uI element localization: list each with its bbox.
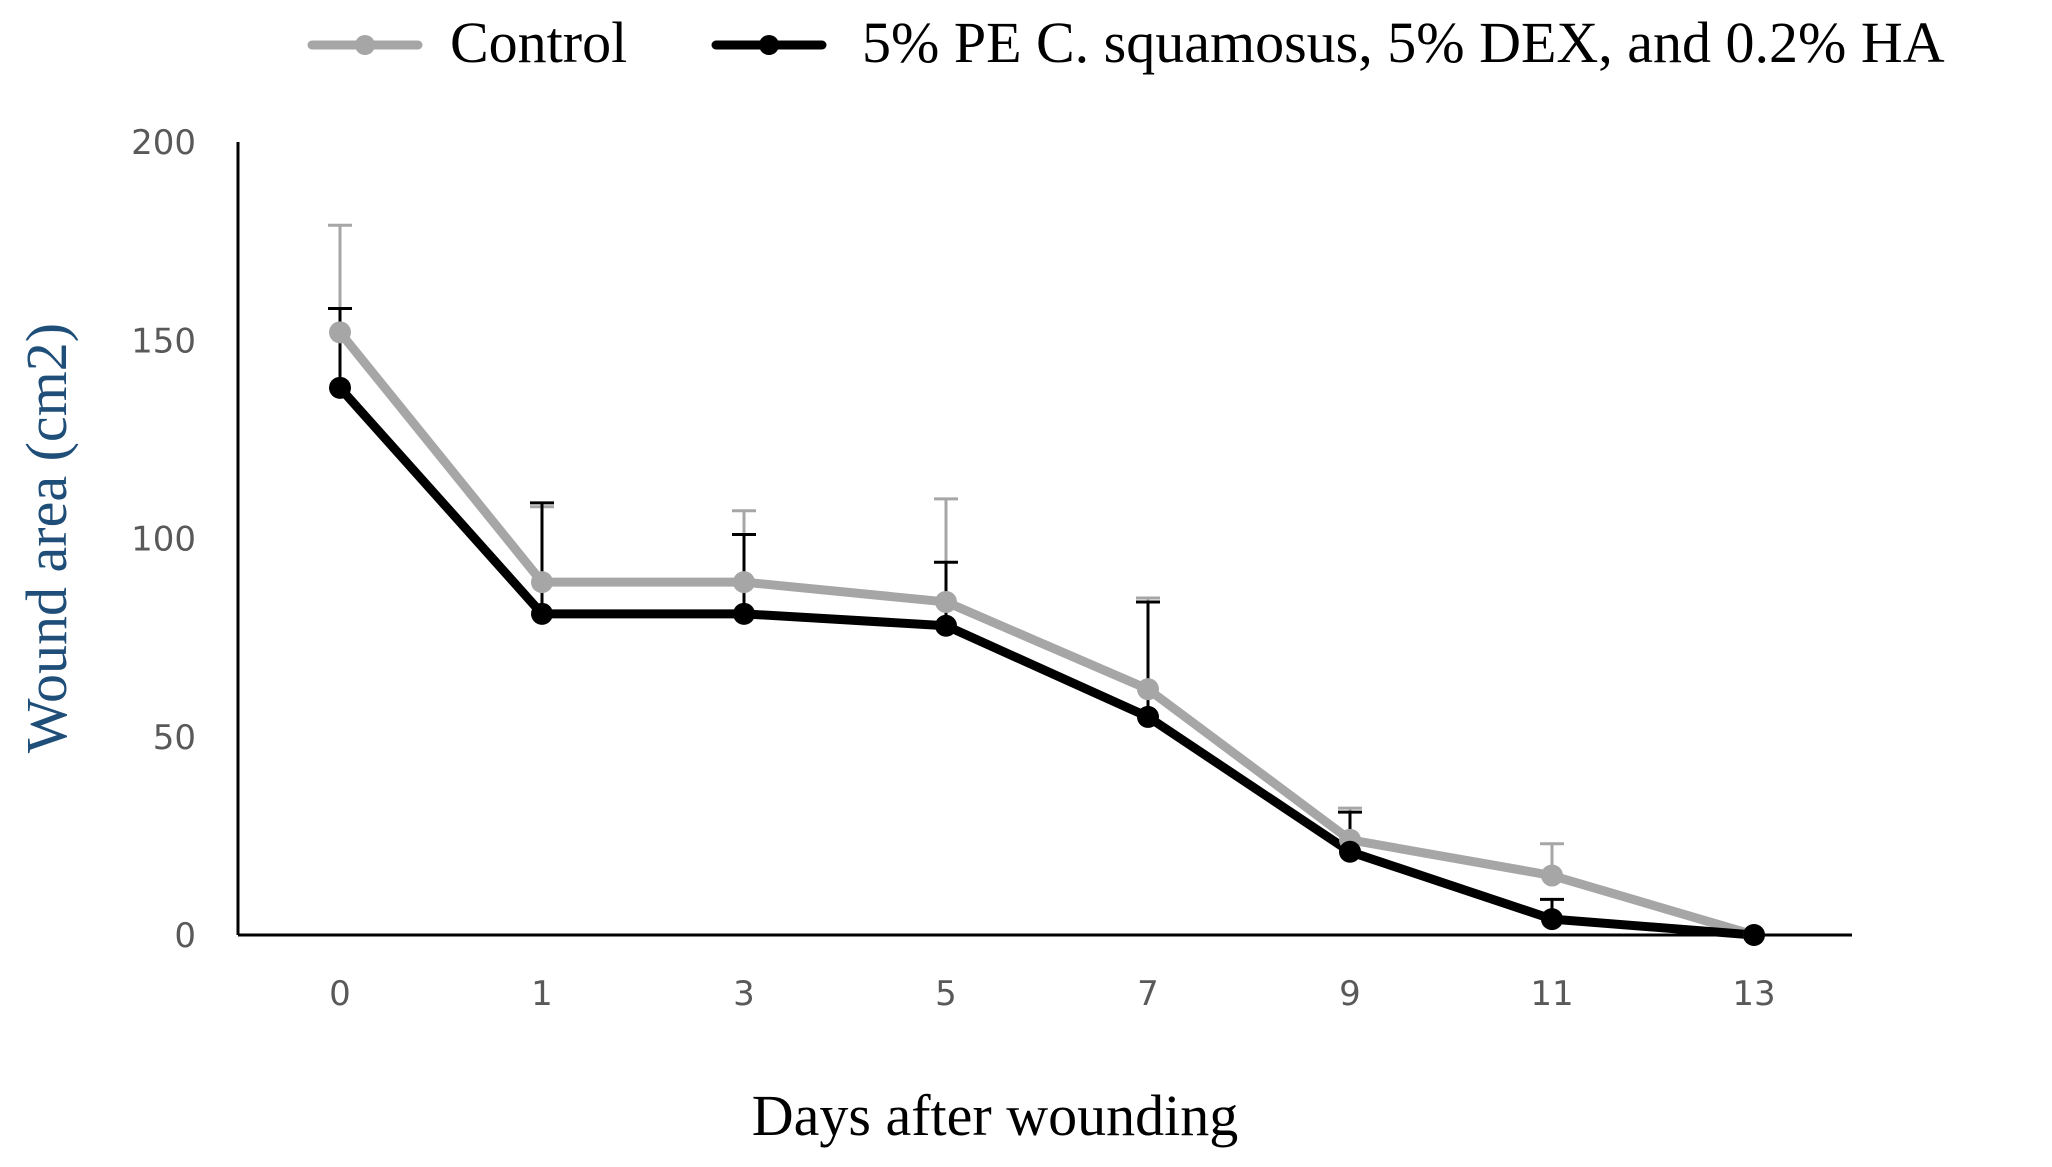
- data-point-control: [1137, 678, 1159, 701]
- legend-label-treatment: 5% PE C. squamosus, 5% DEX, and 0.2% HA: [862, 10, 1945, 75]
- y-tick-labels: 0 50 100 150 200: [131, 123, 196, 956]
- legend-marker-treatment: [759, 35, 779, 55]
- data-point-control: [1541, 864, 1563, 887]
- x-tick-label: 5: [935, 974, 957, 1014]
- series-line-treatment: [335, 383, 1759, 940]
- data-point-treatment: [531, 602, 553, 625]
- data-point-treatment: [1137, 705, 1159, 728]
- legend-label-control: Control: [450, 10, 627, 75]
- x-tick-label: 9: [1339, 974, 1361, 1014]
- y-tick-label: 150: [131, 321, 196, 361]
- y-tick-label: 200: [131, 123, 196, 163]
- y-tick-label: 0: [174, 916, 196, 956]
- legend: Control 5% PE C. squamosus, 5% DEX, and …: [307, 10, 1945, 75]
- y-tick-label: 50: [153, 718, 196, 758]
- data-point-control: [733, 571, 755, 594]
- x-tick-label: 3: [733, 974, 755, 1014]
- data-point-treatment: [329, 376, 351, 399]
- legend-entry-treatment: 5% PE C. squamosus, 5% DEX, and 0.2% HA: [711, 10, 1945, 75]
- x-tick-label: 1: [531, 974, 553, 1014]
- legend-marker-control: [355, 35, 375, 55]
- x-tick-label: 0: [329, 974, 351, 1014]
- error-bars: [328, 223, 1564, 920]
- data-point-treatment: [1743, 924, 1765, 946]
- series-points: [329, 321, 1765, 946]
- data-point-treatment: [1541, 908, 1563, 931]
- data-point-treatment: [733, 602, 755, 625]
- x-tick-label: 11: [1530, 974, 1573, 1014]
- x-axis-title: Days after wounding: [752, 1083, 1238, 1148]
- data-point-control: [935, 590, 957, 613]
- legend-entry-control: Control: [307, 10, 627, 75]
- data-point-control: [531, 571, 553, 594]
- x-tick-labels: 0 1 3 5 7 9 11 13: [329, 974, 1775, 1014]
- x-tick-label: 13: [1732, 974, 1775, 1014]
- data-point-treatment: [1339, 840, 1361, 863]
- series-line-control: [335, 327, 1759, 940]
- y-axis-title: Wound area (cm2): [14, 323, 79, 753]
- series-lines: [335, 327, 1759, 940]
- y-tick-label: 100: [131, 520, 196, 560]
- data-point-control: [329, 321, 351, 344]
- data-point-treatment: [935, 614, 957, 637]
- x-tick-label: 7: [1137, 974, 1159, 1014]
